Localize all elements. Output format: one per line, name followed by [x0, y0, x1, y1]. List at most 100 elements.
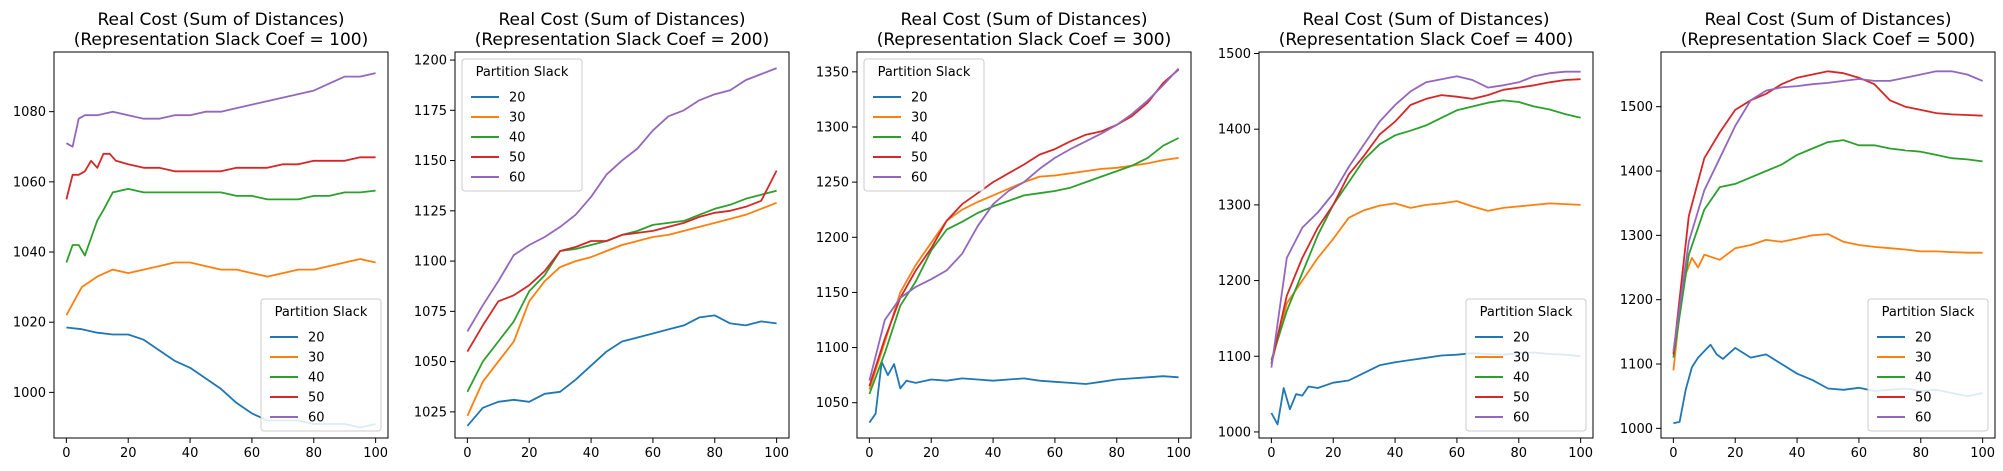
legend-label-20: 20 — [1915, 331, 1932, 346]
x-tick-label: 60 — [244, 446, 261, 461]
legend: Partition Slack 20 30 40 50 60 — [1867, 298, 1989, 432]
legend-label-50: 50 — [1513, 391, 1530, 406]
series-line-20 — [868, 360, 1179, 424]
y-tick-label: 1350 — [816, 65, 849, 80]
series-line-60 — [1270, 70, 1581, 368]
x-tick-label: 20 — [923, 446, 940, 461]
chart-panel-2: Real Cost (Sum of Distances)(Representat… — [414, 10, 790, 461]
series-line-40 — [1672, 139, 1983, 358]
legend-label-40: 40 — [308, 371, 325, 386]
x-tick-label: 80 — [1511, 446, 1528, 461]
x-tick-label: 60 — [645, 446, 662, 461]
x-tick-label: 80 — [306, 446, 323, 461]
x-tick-label: 80 — [707, 446, 724, 461]
y-tick-label: 1500 — [1218, 47, 1251, 62]
x-tick-label: 0 — [1669, 446, 1677, 461]
x-tick-label: 20 — [1325, 446, 1342, 461]
y-tick-label: 1100 — [816, 341, 849, 356]
y-tick-label: 1175 — [414, 104, 447, 119]
x-tick-label: 0 — [62, 446, 70, 461]
plot-frame — [454, 51, 790, 439]
series-line-40 — [65, 187, 376, 263]
y-tick-label: 1500 — [1620, 100, 1653, 115]
legend-label-30: 30 — [911, 111, 928, 126]
x-tick-label: 40 — [985, 446, 1002, 461]
chart-title-line: (Representation Slack Coef = 500) — [1681, 30, 1976, 50]
x-tick-label: 20 — [1727, 446, 1744, 461]
legend: Partition Slack 20 30 40 50 60 — [260, 298, 382, 432]
legend-label-60: 60 — [911, 171, 928, 186]
y-tick-label: 1200 — [1620, 293, 1653, 308]
series-line-20 — [466, 314, 777, 427]
y-tick-label: 1400 — [1218, 123, 1251, 138]
legend-title: Partition Slack — [1882, 305, 1975, 320]
legend-label-30: 30 — [1513, 351, 1530, 366]
x-tick-label: 100 — [1568, 446, 1593, 461]
series-line-30 — [65, 258, 376, 316]
legend-title: Partition Slack — [1480, 305, 1573, 320]
legend-title: Partition Slack — [878, 65, 971, 80]
x-tick-label: 40 — [583, 446, 600, 461]
series-line-30 — [1270, 200, 1581, 365]
chart-panel-3: Real Cost (Sum of Distances)(Representat… — [816, 10, 1192, 461]
y-tick-label: 1300 — [1620, 229, 1653, 244]
legend-label-30: 30 — [1915, 351, 1932, 366]
x-tick-label: 0 — [463, 446, 471, 461]
chart-title-line: Real Cost (Sum of Distances) — [498, 10, 745, 30]
series-line-50 — [1672, 70, 1983, 355]
series-line-60 — [466, 67, 777, 332]
legend-label-40: 40 — [509, 131, 526, 146]
x-tick-label: 100 — [1970, 446, 1995, 461]
legend-label-20: 20 — [308, 331, 325, 346]
legend-label-60: 60 — [308, 411, 325, 426]
y-tick-label: 1200 — [414, 54, 447, 69]
y-tick-label: 1100 — [414, 255, 447, 270]
chart-title-line: (Representation Slack Coef = 100) — [74, 30, 369, 50]
x-tick-label: 40 — [182, 446, 199, 461]
y-tick-label: 1060 — [13, 175, 46, 190]
y-tick-label: 1200 — [816, 231, 849, 246]
x-tick-label: 100 — [363, 446, 388, 461]
chart-title-line: (Representation Slack Coef = 300) — [877, 30, 1172, 50]
chart-title-line: Real Cost (Sum of Distances) — [900, 10, 1147, 30]
series-line-50 — [868, 68, 1180, 387]
chart-panel-4: Real Cost (Sum of Distances)(Representat… — [1218, 10, 1594, 461]
series-line-40 — [1270, 99, 1581, 361]
y-tick-label: 1075 — [414, 305, 447, 320]
x-tick-label: 20 — [521, 446, 538, 461]
legend-label-50: 50 — [308, 391, 325, 406]
y-tick-label: 1020 — [13, 316, 46, 331]
legend-title: Partition Slack — [476, 65, 569, 80]
series-line-50 — [65, 152, 376, 200]
series-line-50 — [466, 170, 778, 353]
legend-label-60: 60 — [1915, 411, 1932, 426]
x-tick-label: 100 — [1166, 446, 1191, 461]
legend-label-30: 30 — [308, 351, 325, 366]
plot-frame — [856, 51, 1192, 439]
chart-panel-5: Real Cost (Sum of Distances)(Representat… — [1620, 10, 1996, 461]
y-tick-label: 1300 — [816, 120, 849, 135]
y-tick-label: 1050 — [816, 396, 849, 411]
y-tick-label: 1200 — [1218, 274, 1251, 289]
y-tick-label: 1150 — [816, 286, 849, 301]
legend-label-60: 60 — [509, 171, 526, 186]
legend-label-30: 30 — [509, 111, 526, 126]
series-line-30 — [1672, 233, 1983, 371]
series-line-60 — [65, 72, 376, 148]
y-tick-label: 1150 — [414, 154, 447, 169]
chart-title-line: (Representation Slack Coef = 400) — [1279, 30, 1574, 50]
x-tick-label: 80 — [1913, 446, 1930, 461]
legend: Partition Slack 20 30 40 50 60 — [1465, 298, 1587, 432]
legend-label-50: 50 — [509, 151, 526, 166]
y-tick-label: 1125 — [414, 204, 447, 219]
chart-title-line: Real Cost (Sum of Distances) — [1704, 10, 1951, 30]
legend-label-20: 20 — [1513, 331, 1530, 346]
x-tick-label: 40 — [1789, 446, 1806, 461]
chart-title-line: Real Cost (Sum of Distances) — [97, 10, 344, 30]
legend-label-60: 60 — [1513, 411, 1530, 426]
legend-label-40: 40 — [911, 131, 928, 146]
x-tick-label: 0 — [865, 446, 873, 461]
chart-panel-1: Real Cost (Sum of Distances)(Representat… — [13, 10, 389, 461]
y-tick-label: 1100 — [1620, 358, 1653, 373]
